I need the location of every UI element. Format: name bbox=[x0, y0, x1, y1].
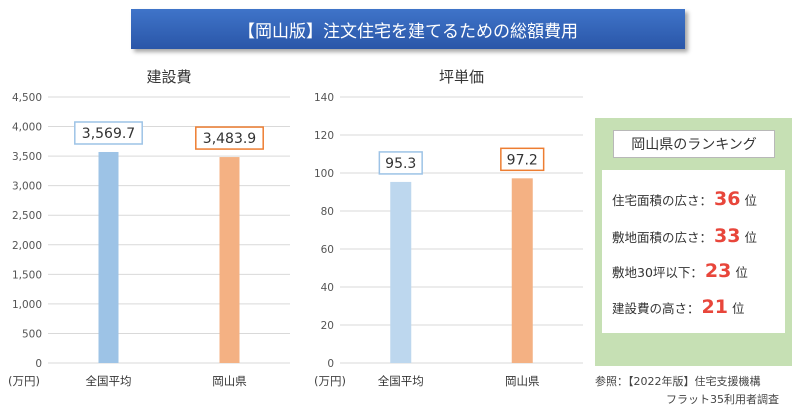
banner-title: 【岡山版】注文住宅を建てるための総額費用 bbox=[238, 21, 578, 42]
y-tick-label: 120 bbox=[314, 130, 334, 142]
y-tick-label: 0 bbox=[35, 358, 42, 370]
ranking-title-text: 岡山県のランキング bbox=[631, 137, 757, 153]
ranking-item: 建設費の高さ： 21 位 bbox=[612, 296, 744, 318]
ranking-list: 住宅面積の広さ： 36 位 敷地面積の広さ： 33 位 敷地30坪以下： 23 位 建設費の… bbox=[602, 170, 785, 333]
source-note: 参照：【2022年版】住宅支援機構 フラット35利用者調査 bbox=[595, 373, 795, 409]
y-tick-label: 2,000 bbox=[12, 240, 42, 252]
data-label-box bbox=[195, 126, 264, 150]
bar bbox=[511, 178, 533, 363]
construction-cost-chart: 建設費 0 500 1,000 1,500 2,000 2,500 3,000 3,500 4,0… bbox=[8, 68, 290, 388]
bar bbox=[98, 151, 119, 363]
ranking-label: 敷地面積の広さ： bbox=[612, 230, 713, 245]
y-tick-label: 80 bbox=[321, 206, 334, 218]
y-tick-label: 100 bbox=[314, 168, 334, 180]
y-tick-label: 60 bbox=[321, 244, 334, 256]
y-tick-label: 140 bbox=[314, 92, 334, 104]
ranking-title: 岡山県のランキング bbox=[613, 130, 775, 158]
data-label-box bbox=[378, 151, 423, 175]
data-label: 3,483.9 bbox=[203, 131, 256, 147]
ranking-suffix: 位 bbox=[735, 265, 748, 280]
ranking-label: 敷地30坪以下： bbox=[612, 265, 703, 280]
x-tick-label: 岡山県 bbox=[212, 374, 247, 388]
chart-title: 坪単価 bbox=[439, 68, 484, 86]
chart-title: 建設費 bbox=[146, 68, 191, 86]
ranking-number: 23 bbox=[704, 260, 732, 282]
y-tick-label: 2,500 bbox=[12, 210, 42, 222]
data-label: 3,569.7 bbox=[82, 126, 135, 142]
data-label: 95.3 bbox=[385, 156, 416, 172]
y-tick-label: 0 bbox=[327, 358, 334, 370]
data-label-box bbox=[500, 147, 545, 172]
ranking-number: 33 bbox=[714, 225, 741, 247]
ranking-suffix: 位 bbox=[744, 193, 757, 208]
source-line-1: 参照：【2022年版】住宅支援機構 bbox=[595, 375, 761, 388]
x-tick-label: 全国平均 bbox=[378, 374, 424, 388]
source-line-2: フラット35利用者調査 bbox=[666, 393, 779, 406]
y-unit-label: (万円) bbox=[8, 374, 40, 388]
ranking-item: 住宅面積の広さ： 36 位 bbox=[612, 188, 757, 210]
ranking-suffix: 位 bbox=[731, 301, 745, 316]
bar bbox=[390, 181, 412, 363]
ranking-label: 建設費の高さ： bbox=[612, 301, 700, 316]
y-tick-label: 1,000 bbox=[12, 299, 42, 311]
y-tick-label: 3,500 bbox=[12, 151, 42, 163]
x-tick-label: 岡山県 bbox=[505, 374, 540, 388]
y-tick-label: 1,500 bbox=[12, 269, 42, 281]
ranking-item: 敷地30坪以下： 23 位 bbox=[612, 260, 748, 282]
ranking-suffix: 位 bbox=[744, 230, 757, 245]
ranking-number: 21 bbox=[701, 296, 728, 318]
y-tick-label: 500 bbox=[22, 328, 42, 340]
title-banner: 【岡山版】注文住宅を建てるための総額費用 bbox=[131, 9, 685, 49]
data-label-box bbox=[74, 121, 143, 145]
y-tick-label: 4,000 bbox=[12, 122, 42, 134]
y-tick-label: 40 bbox=[321, 282, 334, 294]
y-tick-label: 3,000 bbox=[12, 181, 42, 193]
ranking-number: 36 bbox=[714, 188, 741, 210]
ranking-item: 敷地面積の広さ： 33 位 bbox=[612, 225, 757, 247]
tsubo-unit-price-chart: 坪単価 0 20 40 60 80 100 120 140 (万円) 全国平均 95.3 岡山県 97.2 bbox=[314, 68, 583, 388]
y-tick-label: 20 bbox=[321, 320, 334, 332]
y-unit-label: (万円) bbox=[314, 374, 346, 388]
ranking-label: 住宅面積の広さ： bbox=[612, 193, 713, 208]
y-tick-label: 4,500 bbox=[12, 92, 42, 104]
x-tick-label: 全国平均 bbox=[86, 374, 132, 388]
data-label: 97.2 bbox=[507, 152, 538, 168]
bar bbox=[219, 157, 240, 363]
